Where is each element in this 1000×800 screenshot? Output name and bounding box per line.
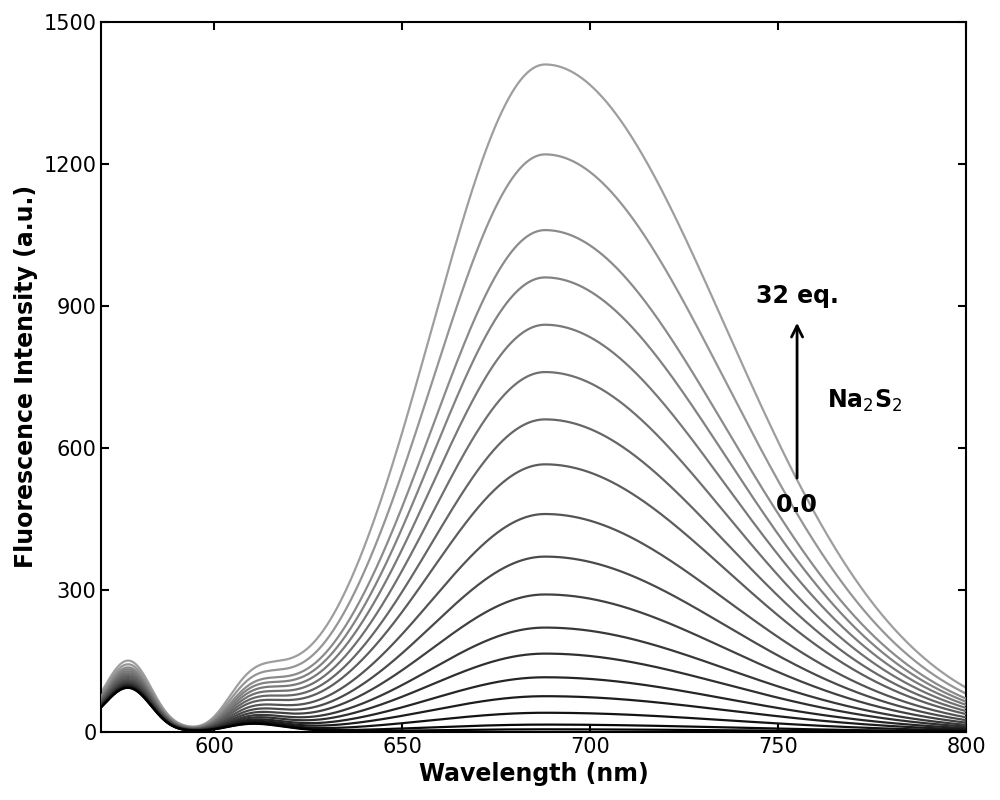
Text: 0.0: 0.0: [776, 493, 818, 517]
Text: Na$_2$S$_2$: Na$_2$S$_2$: [827, 387, 902, 414]
Text: 32 eq.: 32 eq.: [756, 284, 838, 308]
Y-axis label: Fluorescence Intensity (a.u.): Fluorescence Intensity (a.u.): [14, 186, 38, 568]
X-axis label: Wavelength (nm): Wavelength (nm): [419, 762, 649, 786]
